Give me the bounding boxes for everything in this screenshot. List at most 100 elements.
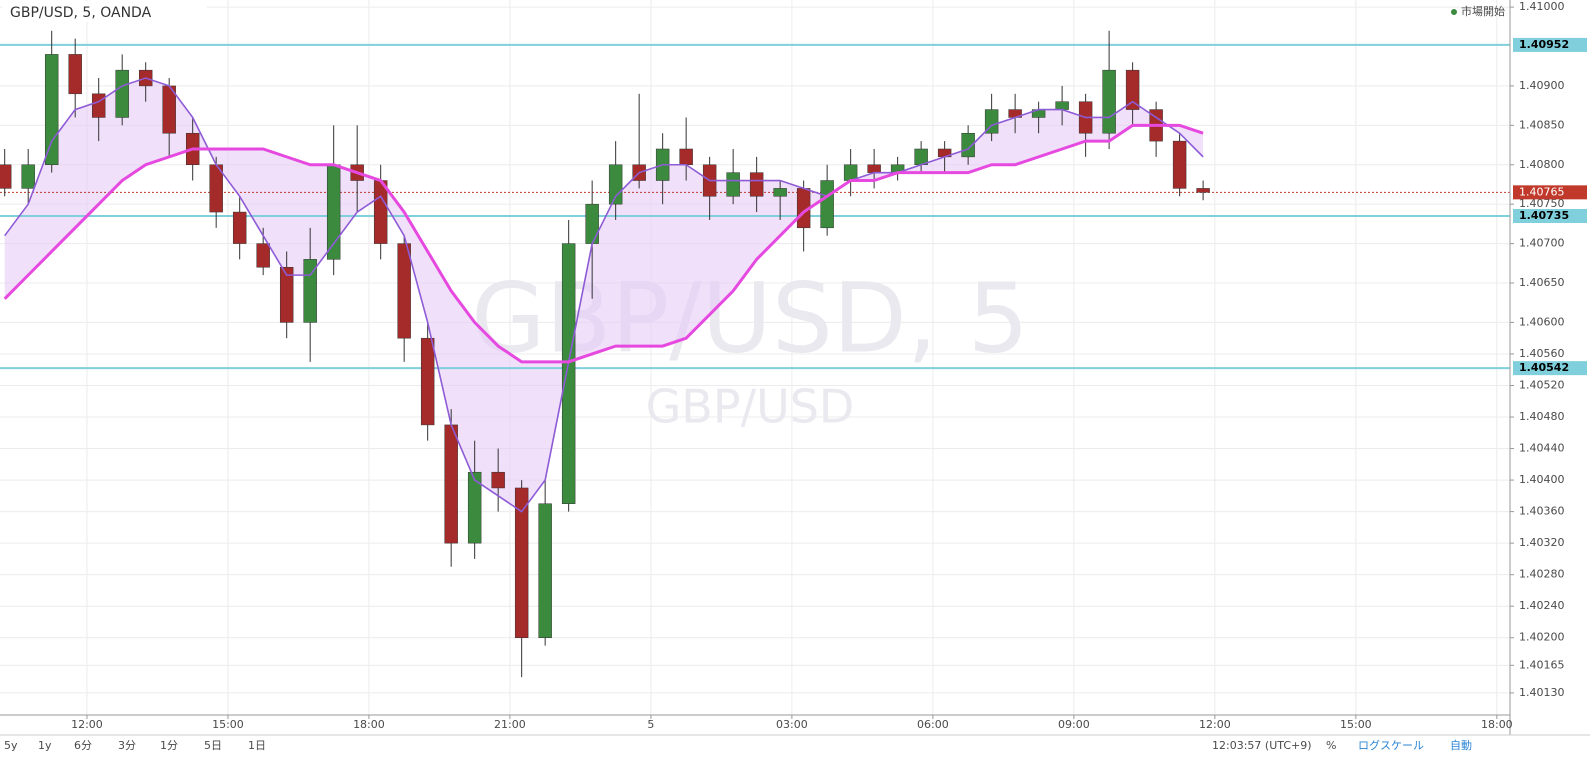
y-tick-label: 1.40700 [1519, 237, 1565, 250]
y-tick-label: 1.40440 [1519, 442, 1565, 455]
x-tick-label: 15:00 [1340, 718, 1372, 731]
candle-body [1055, 101, 1069, 110]
axes: 1.410001.409001.408501.408001.407501.407… [71, 0, 1587, 731]
y-tick-label: 1.40850 [1519, 118, 1565, 131]
x-tick-label: 15:00 [212, 718, 244, 731]
y-tick-label: 1.40560 [1519, 347, 1565, 360]
y-tick-label: 1.40650 [1519, 276, 1565, 289]
candle-body [679, 148, 693, 166]
x-tick-label: 12:00 [71, 718, 103, 731]
interval-button[interactable]: 1y [38, 739, 52, 752]
y-tick-label: 1.40480 [1519, 410, 1565, 423]
y-tick-label: 1.40900 [1519, 79, 1565, 92]
grid [0, 0, 1510, 715]
x-tick-label: 03:00 [776, 718, 808, 731]
candle-body [585, 203, 599, 244]
moving-average [3, 123, 1204, 364]
toolbar: 5y 1y 6分 3分 1分 5日 1日 12:03:57 (UTC+9)% ログスケール 自動 [4, 738, 1472, 752]
watermark: GBP/USD, 5 [471, 262, 1029, 374]
candle-body [91, 93, 106, 118]
interval-button[interactable]: 1分 [160, 739, 178, 752]
candle-body [491, 471, 505, 489]
y-tick-label: 1.40400 [1519, 473, 1565, 486]
moving-average [4, 77, 1204, 513]
candle-body [397, 243, 411, 339]
y-tick-label: 1.40165 [1519, 658, 1565, 671]
candle-body [232, 211, 247, 244]
clock: 12:03:57 (UTC+9) [1212, 739, 1312, 752]
level-label-bg [1513, 361, 1587, 376]
interval-button[interactable]: 5y [4, 739, 18, 752]
level-label: 1.40735 [1519, 209, 1569, 222]
y-tick-label: 1.40130 [1519, 686, 1565, 699]
level-label-bg [1513, 208, 1587, 223]
candle-body [373, 180, 388, 244]
candle-body [44, 54, 59, 166]
y-tick-label: 1.40240 [1519, 599, 1565, 612]
candle-body [726, 172, 740, 197]
interval-button[interactable]: 3分 [118, 739, 136, 752]
candle-body [749, 172, 764, 197]
candle-body [1196, 188, 1210, 193]
y-tick-label: 1.40600 [1519, 315, 1565, 328]
candle-body [115, 69, 129, 118]
candle-body [773, 188, 787, 197]
interval-button[interactable]: 6分 [74, 739, 92, 752]
ma-band [4, 78, 1204, 512]
log-button[interactable]: ログスケール [1358, 738, 1424, 752]
candle-body [561, 243, 576, 504]
symbol-title[interactable]: GBP/USD, 5, OANDA [10, 5, 152, 21]
header-bg [2, 2, 207, 22]
candle-body [467, 471, 482, 544]
y-tick-label: 1.40360 [1519, 505, 1565, 518]
auto-button[interactable]: 自動 [1450, 738, 1472, 752]
candle-body [820, 180, 834, 229]
y-tick-label: 1.40750 [1519, 197, 1565, 210]
candle-body [68, 54, 82, 95]
candle-body [420, 337, 435, 426]
status-dot [1451, 9, 1457, 15]
y-tick-label: 1.40320 [1519, 536, 1565, 549]
y-tick-label: 1.40200 [1519, 631, 1565, 644]
candle-body [1125, 69, 1140, 110]
y-tick-label: 1.41000 [1519, 0, 1565, 13]
candle-body [21, 164, 35, 189]
last-price-label: 1.40765 [1519, 185, 1565, 198]
candle-body [0, 164, 12, 189]
percent-button[interactable]: % [1326, 739, 1336, 752]
x-tick-label: 5 [647, 718, 654, 731]
candle-body [867, 164, 881, 173]
x-tick-label: 09:00 [1058, 718, 1090, 731]
x-tick-label: 06:00 [917, 718, 949, 731]
candle-body [843, 164, 858, 181]
candle-body [256, 243, 270, 268]
candle-body [1172, 140, 1187, 189]
candle-body [961, 132, 975, 158]
candle-body [914, 148, 928, 166]
interval-button[interactable]: 5日 [204, 739, 222, 752]
candle-body [444, 424, 458, 544]
level-label: 1.40542 [1519, 361, 1569, 374]
candle-body [1102, 69, 1116, 134]
plot [0, 30, 1510, 678]
watermark-sub: GBP/USD [646, 380, 855, 434]
market-status: 市場開始 [1461, 4, 1505, 18]
x-tick-label: 18:00 [1481, 718, 1513, 731]
candle-body [608, 164, 623, 205]
last-price-bg [1513, 185, 1587, 200]
candle-body [538, 503, 552, 638]
y-tick-label: 1.40280 [1519, 568, 1565, 581]
level-label: 1.40952 [1519, 38, 1569, 51]
x-tick-label: 12:00 [1199, 718, 1231, 731]
x-tick-label: 21:00 [494, 718, 526, 731]
candle-body [514, 487, 529, 638]
interval-button[interactable]: 1日 [248, 739, 266, 752]
y-tick-label: 1.40800 [1519, 158, 1565, 171]
level-label-bg [1513, 37, 1587, 52]
candle-body [984, 109, 999, 134]
x-tick-label: 18:00 [353, 718, 385, 731]
candle-body [279, 266, 294, 323]
